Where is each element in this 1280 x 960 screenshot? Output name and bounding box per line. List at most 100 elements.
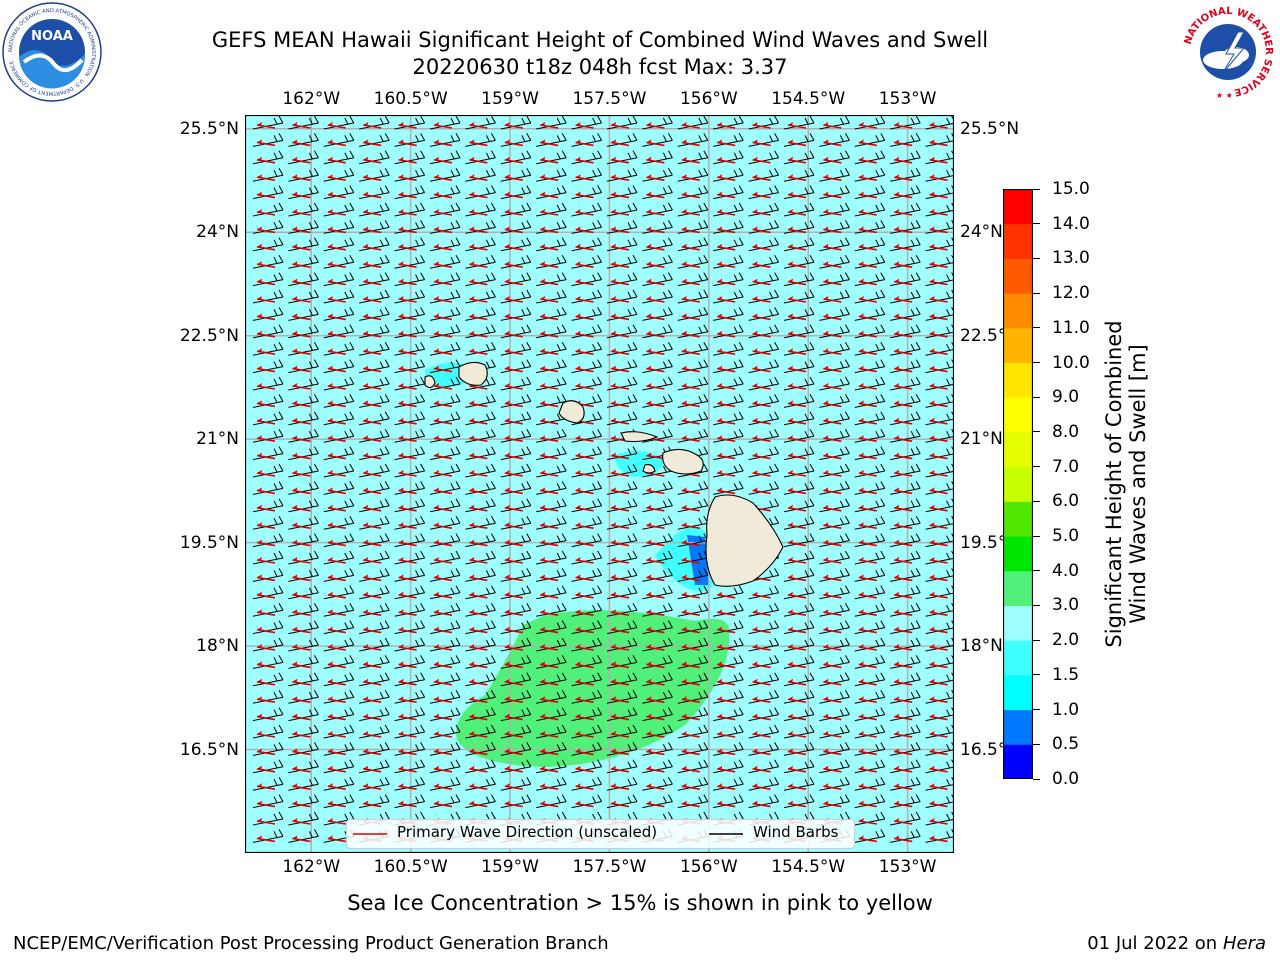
wind-barb-shaft — [394, 279, 425, 287]
wave-direction-arrowhead — [788, 452, 793, 457]
wind-barb-flag — [379, 187, 384, 194]
wave-direction-arrowhead — [788, 139, 793, 144]
wind-barb-shaft — [429, 244, 461, 252]
wind-barb-shaft — [854, 279, 885, 287]
wave-direction-arrowhead — [257, 452, 262, 457]
wind-barb-shaft — [748, 261, 779, 269]
wave-direction-arrowhead — [646, 365, 652, 370]
wave-direction-arrowhead — [257, 435, 262, 440]
wave-direction-arrowhead — [504, 209, 510, 213]
wave-direction-arrowhead — [681, 417, 687, 422]
wind-barb-flag — [455, 133, 461, 141]
wind-barb-flag — [662, 465, 667, 473]
wave-direction-arrowhead — [292, 487, 298, 492]
wind-barb-shaft — [571, 296, 602, 304]
wave-direction-arrowhead — [823, 139, 829, 144]
wind-barb-flag — [455, 220, 461, 228]
wind-barb-shaft — [713, 279, 744, 287]
wind-barb-flag — [278, 428, 284, 437]
wind-vector — [288, 376, 319, 391]
wind-vector — [429, 150, 461, 165]
wind-vector — [288, 428, 319, 443]
wind-barb-shaft — [677, 366, 708, 374]
wind-barb-shaft — [323, 209, 354, 217]
wind-barb-shaft — [465, 418, 496, 426]
wind-barb-shaft — [252, 209, 284, 217]
wind-barb-shaft — [465, 209, 496, 217]
wave-direction-arrowhead — [611, 174, 616, 179]
wave-direction-arrowhead — [929, 470, 935, 474]
wind-barb-flag — [597, 324, 603, 333]
wind-barb-flag — [632, 446, 638, 454]
wind-barb-shaft — [677, 470, 708, 478]
wave-direction-arrowhead — [858, 174, 864, 179]
wave-direction-arrowhead — [363, 348, 369, 353]
wind-barb-flag — [592, 169, 597, 177]
wave-direction-arrowhead — [327, 330, 333, 335]
wind-barb-flag — [592, 413, 597, 421]
wave-direction-arrowhead — [681, 383, 687, 387]
wind-barb-flag — [592, 430, 597, 438]
wind-vector — [642, 481, 673, 495]
wave-direction-arrowhead — [858, 400, 864, 405]
wind-barb-flag — [733, 256, 738, 264]
wind-barb-flag — [698, 117, 703, 125]
wave-direction-arrowhead — [646, 243, 652, 248]
wind-barb-flag — [667, 202, 673, 211]
wind-barb-flag — [597, 185, 603, 193]
wind-vector — [854, 411, 886, 426]
wind-barb-shaft — [819, 122, 850, 130]
wind-barb-flag — [278, 272, 284, 280]
wind-barb-flag — [490, 115, 496, 124]
wave-direction-arrowhead — [575, 174, 581, 179]
wind-barb-flag — [910, 222, 915, 229]
wave-direction-arrowhead — [681, 296, 687, 300]
wind-barb-flag — [308, 343, 313, 351]
wind-barb-flag — [556, 326, 561, 334]
wave-direction-arrowhead — [398, 452, 404, 457]
wave-direction-arrowhead — [858, 209, 864, 213]
wave-direction-arrowhead — [929, 348, 935, 353]
wave-direction-arrowhead — [575, 365, 581, 370]
wind-vector — [783, 376, 815, 391]
wind-barb-flag — [278, 133, 284, 141]
wind-vector — [642, 237, 673, 252]
wave-direction-arrowhead — [752, 191, 758, 196]
wind-barb-flag — [738, 376, 744, 385]
wind-vector — [783, 289, 815, 304]
wind-barb-shaft — [500, 244, 531, 252]
wind-barb-shaft — [783, 192, 815, 200]
wave-direction-arrowhead — [894, 278, 900, 283]
wind-barb-flag — [774, 220, 780, 228]
wind-barb-flag — [592, 256, 597, 264]
wind-barb-flag — [703, 254, 709, 263]
wave-direction-arrowhead — [434, 226, 439, 231]
wind-barb-flag — [733, 152, 738, 160]
wind-barb-flag — [915, 394, 921, 402]
wave-direction-arrowhead — [752, 365, 758, 370]
wind-vector — [288, 150, 319, 165]
wave-direction-arrowhead — [858, 417, 864, 422]
wind-barb-flag — [313, 341, 319, 350]
wind-vector — [713, 254, 744, 269]
wind-barb-shaft — [323, 470, 354, 478]
wind-barb-flag — [344, 309, 349, 316]
wind-vector — [606, 359, 638, 374]
wave-direction-arrowhead — [894, 417, 900, 422]
wind-vector — [677, 324, 709, 339]
wind-vector — [359, 289, 390, 304]
wave-direction-arrowhead — [257, 365, 262, 370]
wave-direction-arrowhead — [540, 209, 546, 213]
wind-vector — [288, 446, 319, 461]
wind-vector — [500, 446, 532, 461]
wind-barb-flag — [632, 115, 638, 124]
wind-barb-flag — [561, 185, 567, 193]
wind-vector — [429, 341, 461, 356]
wind-vector — [713, 463, 744, 478]
wind-barb-flag — [455, 481, 461, 489]
wind-barb-flag — [450, 256, 455, 264]
wind-barb-flag — [308, 430, 313, 438]
wind-barb-shaft — [571, 331, 602, 339]
wind-barb-shaft — [571, 348, 602, 356]
wind-barb-flag — [592, 117, 597, 125]
